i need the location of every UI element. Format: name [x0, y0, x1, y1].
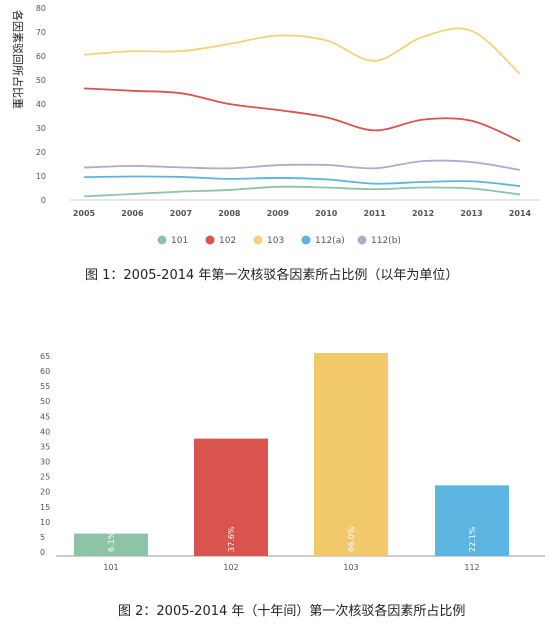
x-tick-label: 2008: [218, 209, 241, 218]
x-tick-label: 2013: [460, 209, 482, 218]
bar-y-tick-label: 30: [40, 458, 50, 467]
x-tick-label: 2006: [121, 209, 144, 218]
bar-x-tick-label: 112: [464, 563, 479, 572]
bar-y-tick-label: 0: [40, 548, 45, 557]
legend-label: 103: [267, 236, 284, 246]
y-tick-label: 70: [36, 28, 46, 37]
x-tick-label: 2014: [509, 209, 532, 218]
y-tick-label: 60: [36, 52, 46, 61]
y-tick-label: 40: [36, 100, 46, 109]
y-tick-label: 50: [36, 76, 46, 85]
bar-y-tick-label: 40: [40, 427, 50, 436]
legend-swatch: [157, 235, 167, 245]
bar-y-tick-label: 15: [40, 503, 50, 512]
legend-label: 102: [219, 236, 236, 246]
bar-y-tick-label: 50: [40, 397, 50, 406]
y-tick-label: 20: [36, 148, 46, 157]
legend-label: 112(a): [315, 236, 345, 246]
line-chart: 各因素驳回所占比重 0 10 20 30 40 50 60 70 80 2005 2006 2007…: [11, 4, 540, 283]
bar-data-label: 22.1%: [468, 526, 477, 552]
x-tick-label: 2011: [364, 209, 387, 218]
bar-112: [435, 485, 509, 556]
y-tick-label: 10: [36, 172, 46, 181]
bar-101: [74, 533, 148, 556]
bar-102: [194, 438, 268, 556]
x-tick-label: 2005: [73, 209, 96, 218]
legend-swatch: [205, 235, 215, 245]
series-line-102: [83, 87, 521, 143]
legend-label: 112(b): [371, 236, 401, 246]
bar-y-tick-label: 20: [40, 488, 50, 497]
bar-chart: 0 5 10 15 20 25 30 35 40 45 50 55 60 65 6.1% 37.6% 66.0…: [40, 352, 545, 619]
x-tick-label: 2007: [170, 209, 192, 218]
x-tick-label: 2012: [412, 209, 434, 218]
y-axis-label: 各因素驳回所占比重: [11, 10, 25, 109]
legend-swatch: [301, 235, 311, 245]
bar-y-tick-label: 5: [40, 533, 45, 542]
legend-label: 101: [171, 236, 188, 246]
chart-1-caption: 图 1：2005-2014 年第一次核驳各因素所占比例（以年为单位）: [85, 267, 458, 283]
legend-swatch: [357, 235, 367, 245]
bar-data-label: 6.1%: [107, 531, 116, 552]
bar-y-tick-label: 35: [40, 442, 50, 451]
x-tick-label: 2010: [315, 209, 338, 218]
bar-103: [314, 352, 388, 556]
bar-y-tick-label: 10: [40, 518, 50, 527]
y-tick-label: 30: [36, 124, 46, 133]
series-line-112(a): [83, 175, 521, 187]
chart-2-caption: 图 2：2005-2014 年（十年间）第一次核驳各因素所占比例: [118, 603, 465, 619]
bar-data-label: 66.0%: [347, 526, 356, 552]
bar-y-tick-label: 60: [40, 367, 50, 376]
bar-y-tick-label: 55: [40, 382, 50, 391]
series-line-101: [83, 185, 521, 198]
bar-x-tick-label: 102: [223, 563, 238, 572]
bar-y-tick-label: 45: [40, 412, 50, 421]
bar-x-tick-label: 103: [343, 563, 358, 572]
x-tick-label: 2009: [267, 209, 290, 218]
series-line-103: [83, 27, 521, 75]
bar-y-tick-label: 65: [40, 352, 50, 361]
series-line-112(b): [83, 159, 521, 171]
bar-x-tick-label: 101: [103, 563, 118, 572]
y-tick-label: 80: [36, 4, 46, 13]
bar-y-tick-label: 25: [40, 473, 50, 482]
bar-data-label: 37.6%: [227, 526, 236, 552]
y-tick-label: 0: [41, 196, 46, 205]
legend-swatch: [253, 235, 263, 245]
